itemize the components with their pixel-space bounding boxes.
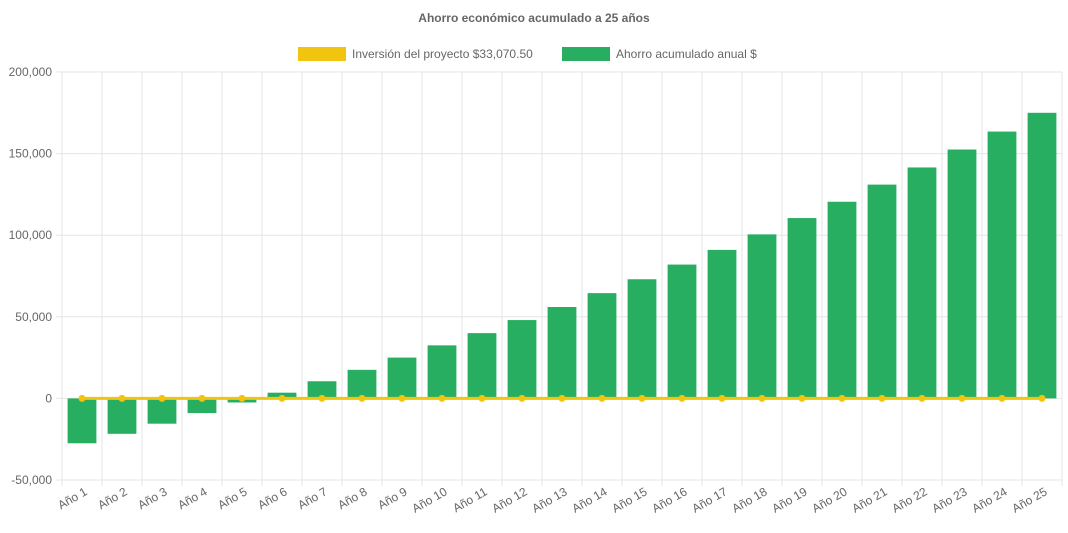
- savings-bar[interactable]: [707, 249, 737, 399]
- x-tick-label: Año 19: [770, 484, 810, 515]
- x-tick-label: Año 16: [650, 484, 690, 515]
- savings-bar[interactable]: [1027, 112, 1057, 399]
- savings-bar[interactable]: [467, 333, 497, 399]
- investment-point[interactable]: [718, 394, 726, 402]
- x-axis-ticks: Año 1 Año 2 Año 3 Año 4 Año 5 Año 6 Año 7 Año 8…: [55, 484, 1049, 515]
- savings-bar[interactable]: [187, 398, 217, 414]
- y-axis-ticks: 200,000 150,000 100,000 50,000 0 -50,000: [9, 65, 53, 487]
- savings-bar[interactable]: [547, 307, 577, 399]
- investment-point[interactable]: [398, 394, 406, 402]
- investment-point[interactable]: [78, 394, 86, 402]
- x-tick-label: Año 6: [255, 484, 289, 512]
- y-tick-label: 150,000: [9, 147, 53, 161]
- legend-label-savings: Ahorro acumulado anual $: [616, 47, 757, 61]
- savings-bar[interactable]: [747, 234, 777, 399]
- investment-line: [78, 394, 1046, 402]
- savings-bar[interactable]: [307, 381, 337, 399]
- x-tick-label: Año 20: [810, 484, 850, 515]
- x-tick-label: Año 21: [850, 484, 890, 515]
- investment-point[interactable]: [158, 394, 166, 402]
- investment-point[interactable]: [998, 394, 1006, 402]
- investment-point[interactable]: [198, 394, 206, 402]
- x-tick-label: Año 24: [970, 484, 1010, 515]
- investment-point[interactable]: [958, 394, 966, 402]
- x-tick-label: Año 2: [95, 484, 129, 512]
- x-tick-label: Año 5: [215, 484, 249, 512]
- investment-point[interactable]: [638, 394, 646, 402]
- x-tick-label: Año 3: [135, 484, 169, 512]
- investment-point[interactable]: [118, 394, 126, 402]
- investment-point[interactable]: [478, 394, 486, 402]
- investment-point[interactable]: [438, 394, 446, 402]
- x-tick-label: Año 25: [1010, 484, 1050, 515]
- investment-point[interactable]: [278, 394, 286, 402]
- savings-bar[interactable]: [587, 293, 617, 399]
- savings-bar[interactable]: [427, 345, 457, 399]
- x-tick-label: Año 23: [930, 484, 970, 515]
- legend-swatch-savings: [562, 47, 610, 61]
- savings-bar[interactable]: [827, 201, 857, 399]
- investment-point[interactable]: [758, 394, 766, 402]
- savings-bar[interactable]: [67, 398, 97, 444]
- savings-bar[interactable]: [667, 264, 697, 399]
- savings-bars: [67, 112, 1057, 444]
- investment-point[interactable]: [798, 394, 806, 402]
- x-tick-label: Año 13: [530, 484, 570, 515]
- savings-bar[interactable]: [787, 218, 817, 399]
- investment-point[interactable]: [238, 394, 246, 402]
- x-tick-label: Año 11: [450, 484, 489, 515]
- y-tick-label: 200,000: [9, 65, 53, 79]
- legend-item-savings[interactable]: Ahorro acumulado anual $: [562, 47, 757, 61]
- savings-bar[interactable]: [347, 369, 377, 399]
- x-tick-label: Año 15: [610, 484, 650, 515]
- x-tick-label: Año 1: [55, 484, 89, 512]
- y-tick-label: -50,000: [11, 473, 52, 487]
- investment-point[interactable]: [518, 394, 526, 402]
- savings-bar[interactable]: [867, 184, 897, 399]
- savings-bar[interactable]: [907, 167, 937, 399]
- grid-lines: [56, 71, 1063, 486]
- x-tick-label: Año 7: [295, 484, 329, 512]
- x-tick-label: Año 17: [690, 484, 730, 515]
- savings-bar[interactable]: [947, 149, 977, 399]
- legend-label-investment: Inversión del proyecto $33,070.50: [352, 47, 533, 61]
- x-tick-label: Año 4: [175, 484, 209, 512]
- chart-title: Ahorro económico acumulado a 25 años: [418, 11, 650, 25]
- y-tick-label: 0: [45, 391, 52, 405]
- x-tick-label: Año 12: [490, 484, 530, 515]
- investment-point[interactable]: [1038, 394, 1046, 402]
- investment-point[interactable]: [678, 394, 686, 402]
- x-tick-label: Año 18: [730, 484, 770, 515]
- x-tick-label: Año 10: [410, 484, 450, 515]
- legend-swatch-investment: [298, 47, 346, 61]
- savings-bar[interactable]: [107, 398, 137, 434]
- x-tick-label: Año 8: [335, 484, 369, 512]
- savings-bar[interactable]: [387, 357, 417, 399]
- savings-bar[interactable]: [627, 279, 657, 399]
- x-tick-label: Año 14: [570, 484, 610, 515]
- investment-point[interactable]: [358, 394, 366, 402]
- investment-point[interactable]: [838, 394, 846, 402]
- legend: Inversión del proyecto $33,070.50 Ahorro…: [298, 47, 757, 61]
- x-tick-label: Año 22: [890, 484, 930, 515]
- investment-point[interactable]: [318, 394, 326, 402]
- legend-item-investment[interactable]: Inversión del proyecto $33,070.50: [298, 47, 533, 61]
- investment-point[interactable]: [558, 394, 566, 402]
- x-tick-label: Año 9: [375, 484, 409, 512]
- savings-bar[interactable]: [987, 131, 1017, 399]
- savings-bar[interactable]: [507, 320, 537, 399]
- savings-bar[interactable]: [147, 398, 177, 424]
- investment-point[interactable]: [918, 394, 926, 402]
- investment-point[interactable]: [878, 394, 886, 402]
- y-tick-label: 100,000: [9, 228, 53, 242]
- investment-point[interactable]: [598, 394, 606, 402]
- y-tick-label: 50,000: [15, 310, 52, 324]
